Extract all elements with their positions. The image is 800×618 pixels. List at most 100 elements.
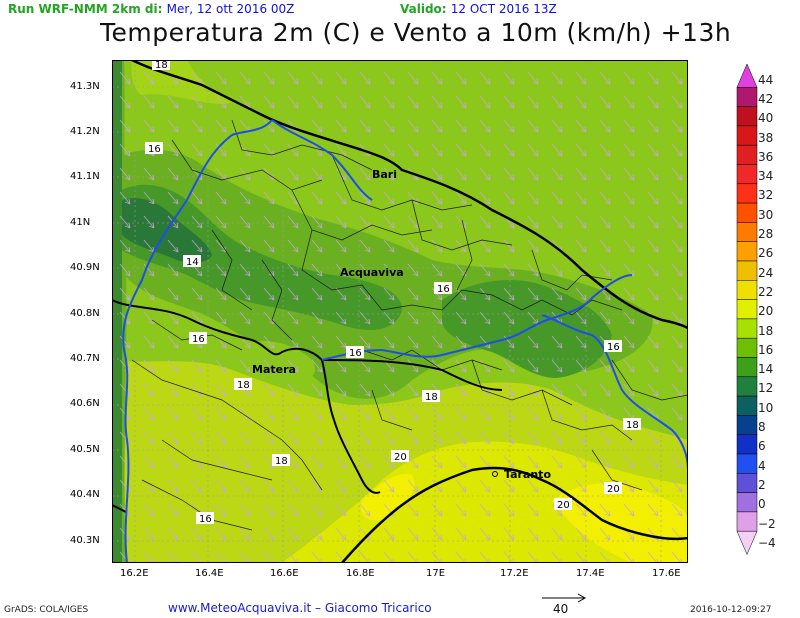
wind-arrow (311, 95, 323, 109)
contour-label-13: 16 (199, 514, 212, 525)
colorbar-swatch (736, 337, 758, 358)
colorbar-label: −2 (758, 516, 776, 531)
wind-arrow (623, 143, 635, 157)
region-border (122, 119, 688, 563)
wind-arrow (647, 167, 659, 181)
wind-arrow (167, 311, 179, 325)
wind-arrow (215, 119, 227, 133)
wind-arrow (215, 359, 227, 373)
wind-arrow (263, 383, 275, 397)
colorbar-swatch (736, 299, 758, 320)
wind-arrow (527, 455, 539, 469)
wind-arrow (599, 359, 611, 373)
wind-arrow (647, 479, 659, 493)
wind-arrow (311, 431, 323, 445)
wind-arrow (455, 359, 467, 373)
wind-arrow (671, 95, 683, 109)
wind-arrow (551, 383, 563, 397)
wind-arrow (503, 191, 515, 205)
wind-arrow (383, 119, 395, 133)
colorbar-swatch (736, 511, 758, 532)
wind-arrow (167, 527, 179, 541)
colorbar-label: 4 (758, 458, 766, 473)
contour-label-11: 18 (626, 420, 639, 431)
lat-label: 41.3N (70, 81, 100, 92)
run-label: Run WRF-NMM 2km di: (8, 2, 163, 16)
wind-arrow (623, 239, 635, 253)
wind-arrow (143, 359, 155, 373)
wind-arrow (263, 335, 275, 349)
wind-arrow (239, 527, 251, 541)
wind-arrow (551, 263, 563, 277)
wind-arrow (215, 215, 227, 229)
wind-arrow (335, 455, 347, 469)
wind-arrow (407, 71, 419, 85)
wind-arrow (311, 191, 323, 205)
map-area: 18 16 14 16 16 16 16 18 18 18 18 20 16 2… (112, 60, 688, 563)
wind-arrow (647, 215, 659, 229)
colorbar-label: 44 (758, 72, 774, 87)
wind-arrow (623, 167, 635, 181)
wind-arrow (119, 239, 131, 253)
wind-arrow (455, 311, 467, 325)
wind-arrow (239, 407, 251, 421)
colorbar-label: 34 (758, 169, 774, 184)
colorbar-label: 8 (758, 420, 766, 435)
wind-arrow (479, 431, 491, 445)
colorbar-label: 40 (758, 111, 774, 126)
wind-arrow (359, 191, 371, 205)
wind-arrow (551, 335, 563, 349)
wind-arrow (503, 167, 515, 181)
lat-label: 40.3N (70, 535, 100, 546)
wind-arrow (479, 143, 491, 157)
wind-arrow (527, 119, 539, 133)
wind-arrow (215, 407, 227, 421)
wind-arrow (143, 527, 155, 541)
contour-label-3: 14 (186, 257, 199, 268)
wind-arrow (479, 167, 491, 181)
wind-arrow (215, 191, 227, 205)
wind-arrow (647, 239, 659, 253)
wind-arrow (431, 455, 443, 469)
wind-arrow (455, 119, 467, 133)
wind-arrow (671, 359, 683, 373)
wind-arrow (671, 119, 683, 133)
wind-arrow (671, 143, 683, 157)
colorbar-swatch (736, 202, 758, 223)
wind-arrow (647, 359, 659, 373)
wind-arrow (599, 407, 611, 421)
colorbar-label: 18 (758, 323, 774, 338)
wind-arrow (335, 215, 347, 229)
wind-arrow (671, 287, 683, 301)
wind-arrow (215, 95, 227, 109)
wind-arrow (551, 287, 563, 301)
wind-arrow (383, 191, 395, 205)
wind-arrow (647, 95, 659, 109)
wind-arrow (263, 407, 275, 421)
wind-arrow (431, 239, 443, 253)
wind-arrow (263, 479, 275, 493)
run-info: Run WRF-NMM 2km di: Mer, 12 ott 2016 00Z (8, 2, 294, 16)
colorbar-label: 14 (758, 362, 774, 377)
wind-arrow (599, 503, 611, 517)
colorbar-swatch (736, 492, 758, 513)
wind-arrow (215, 383, 227, 397)
valid-date: 12 OCT 2016 13Z (450, 2, 557, 16)
map-svg: 18 16 14 16 16 16 16 18 18 18 18 20 16 2… (112, 60, 688, 563)
wind-arrow (311, 455, 323, 469)
contour-label-5: 16 (349, 348, 362, 359)
wind-arrow (119, 287, 131, 301)
colorbar-label: 26 (758, 246, 774, 261)
wind-arrow (479, 95, 491, 109)
wind-arrow (383, 143, 395, 157)
wind-arrow (119, 215, 131, 229)
wind-arrow (599, 431, 611, 445)
wind-arrow (335, 119, 347, 133)
wind-arrow (143, 287, 155, 301)
wind-arrow (287, 407, 299, 421)
lat-label: 40.5N (70, 444, 100, 455)
wind-arrow (287, 263, 299, 277)
wind-arrow (143, 95, 155, 109)
wind-arrow (119, 167, 131, 181)
wind-arrow (191, 407, 203, 421)
